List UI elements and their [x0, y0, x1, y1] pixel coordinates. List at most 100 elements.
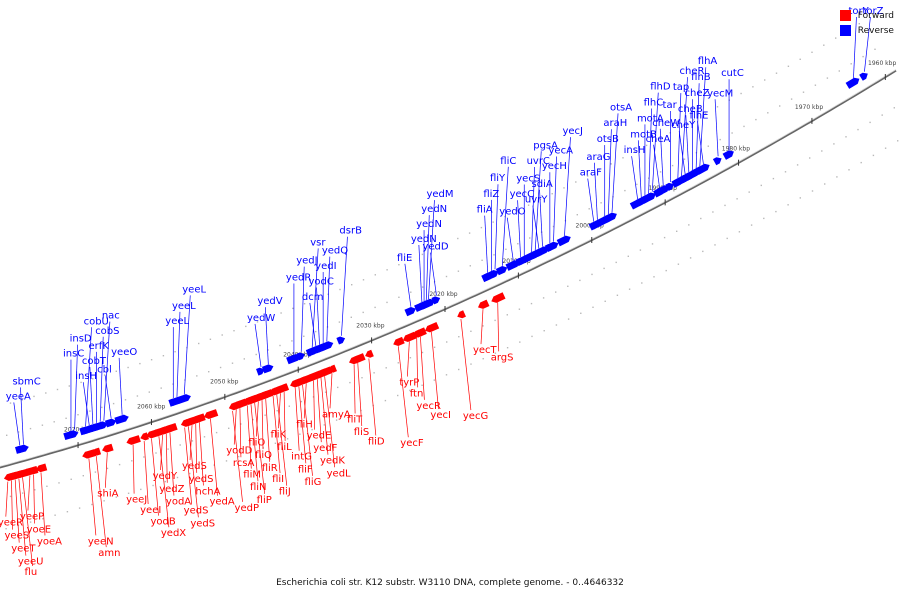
reverse-gene-label[interactable]: yedN: [421, 204, 447, 215]
reverse-gene-label[interactable]: tap: [673, 82, 689, 93]
reverse-gene-label[interactable]: motA: [637, 113, 664, 124]
forward-gene-arrow[interactable]: [364, 349, 374, 360]
reverse-gene-arrow[interactable]: [489, 268, 500, 279]
reverse-gene-label[interactable]: yecJ: [562, 126, 583, 137]
forward-gene-label[interactable]: yedE: [307, 431, 332, 442]
reverse-gene-label[interactable]: insH: [624, 145, 646, 156]
forward-gene-label[interactable]: fliN: [250, 482, 267, 493]
forward-gene-arrow[interactable]: [414, 327, 427, 338]
reverse-gene-label[interactable]: pgsA: [533, 140, 558, 151]
reverse-gene-label[interactable]: yecH: [542, 161, 567, 172]
reverse-gene-arrow[interactable]: [99, 420, 109, 430]
reverse-gene-label[interactable]: yecM: [707, 88, 733, 99]
forward-gene-label[interactable]: yecF: [400, 438, 424, 449]
reverse-gene-label[interactable]: uvrC: [527, 156, 550, 167]
forward-gene-arrow[interactable]: [456, 310, 466, 320]
reverse-gene-label[interactable]: yeeL: [172, 301, 196, 312]
forward-gene-label[interactable]: yecI: [430, 410, 451, 421]
forward-gene-label[interactable]: fliP: [257, 495, 272, 506]
forward-gene-label[interactable]: fliI: [272, 474, 284, 485]
reverse-gene-arrow[interactable]: [17, 444, 29, 454]
reverse-gene-label[interactable]: dsrB: [339, 226, 362, 237]
forward-gene-label[interactable]: fliK: [270, 429, 286, 440]
reverse-gene-arrow[interactable]: [647, 191, 657, 201]
forward-gene-label[interactable]: fliT: [347, 415, 363, 426]
forward-gene-label[interactable]: ftn: [410, 388, 424, 399]
reverse-gene-label[interactable]: yeeL: [165, 316, 189, 327]
forward-gene-label[interactable]: yodD: [226, 446, 252, 457]
reverse-gene-arrow[interactable]: [261, 363, 275, 374]
reverse-gene-label[interactable]: fliA: [477, 205, 493, 216]
reverse-gene-arrow[interactable]: [859, 71, 869, 81]
reverse-gene-label[interactable]: fliZ: [483, 189, 499, 200]
reverse-gene-label[interactable]: cheR: [680, 66, 705, 77]
forward-gene-label[interactable]: yedA: [209, 497, 234, 508]
forward-gene-arrow[interactable]: [490, 292, 506, 304]
forward-gene-label[interactable]: yedY: [153, 471, 178, 482]
forward-gene-arrow[interactable]: [424, 321, 440, 334]
reverse-gene-arrow[interactable]: [547, 240, 560, 252]
reverse-gene-label[interactable]: yedI: [315, 261, 336, 272]
forward-gene-arrow[interactable]: [81, 449, 97, 460]
forward-gene-label[interactable]: intG: [291, 452, 312, 463]
reverse-gene-label[interactable]: araF: [580, 168, 602, 179]
reverse-gene-label[interactable]: fliC: [500, 156, 516, 167]
reverse-gene-label[interactable]: insC: [63, 349, 84, 360]
reverse-gene-arrow[interactable]: [655, 183, 671, 197]
reverse-gene-label[interactable]: yedQ: [322, 246, 348, 257]
reverse-gene-label[interactable]: cbl: [97, 364, 112, 375]
forward-gene-arrow[interactable]: [35, 463, 48, 474]
forward-gene-arrow[interactable]: [401, 331, 418, 344]
reverse-gene-arrow[interactable]: [319, 340, 335, 352]
forward-gene-arrow[interactable]: [350, 353, 366, 365]
reverse-gene-label[interactable]: yedM: [426, 189, 453, 200]
reverse-gene-arrow[interactable]: [495, 264, 509, 276]
forward-gene-label[interactable]: fliL: [277, 442, 292, 453]
forward-gene-label[interactable]: yedL: [327, 468, 351, 479]
reverse-gene-label[interactable]: cheY: [671, 120, 696, 131]
forward-gene-label[interactable]: fliF: [298, 464, 313, 475]
reverse-gene-arrow[interactable]: [114, 413, 129, 425]
forward-gene-arrow[interactable]: [203, 409, 219, 420]
forward-gene-label[interactable]: yodA: [166, 497, 191, 508]
reverse-gene-arrow[interactable]: [505, 259, 521, 271]
reverse-gene-label[interactable]: otsB: [597, 134, 619, 145]
reverse-gene-label[interactable]: flhD: [650, 82, 671, 93]
reverse-gene-arrow[interactable]: [556, 234, 573, 247]
reverse-gene-label[interactable]: yeeA: [6, 391, 31, 402]
forward-gene-label[interactable]: yedS: [189, 474, 214, 485]
forward-gene-label[interactable]: fliQ: [255, 450, 272, 461]
reverse-gene-arrow[interactable]: [712, 155, 723, 166]
forward-gene-arrow[interactable]: [29, 466, 39, 475]
forward-gene-label[interactable]: yodB: [151, 517, 176, 528]
forward-gene-label[interactable]: tyrP: [399, 378, 419, 389]
reverse-gene-arrow[interactable]: [404, 305, 417, 317]
forward-gene-label[interactable]: yeeU: [18, 557, 44, 568]
forward-gene-label[interactable]: yeeR: [0, 518, 23, 529]
forward-gene-label[interactable]: flu: [25, 567, 38, 578]
forward-gene-label[interactable]: fliG: [305, 477, 322, 488]
forward-gene-label[interactable]: fliM: [243, 470, 261, 481]
reverse-gene-label[interactable]: cutC: [721, 68, 744, 79]
reverse-gene-label[interactable]: cheA: [646, 134, 671, 145]
forward-gene-label[interactable]: amyA: [322, 409, 351, 420]
forward-gene-label[interactable]: yeeT: [11, 544, 36, 555]
reverse-gene-arrow[interactable]: [69, 429, 80, 439]
reverse-gene-label[interactable]: yeeL: [182, 284, 206, 295]
reverse-gene-label[interactable]: otsA: [610, 102, 632, 113]
forward-gene-label[interactable]: fliO: [248, 438, 265, 449]
reverse-gene-label[interactable]: cobS: [95, 326, 119, 337]
reverse-gene-arrow[interactable]: [534, 245, 551, 257]
forward-gene-label[interactable]: amn: [98, 548, 120, 559]
reverse-gene-label[interactable]: cobU: [84, 316, 109, 327]
reverse-gene-label[interactable]: torZ: [862, 6, 883, 17]
forward-gene-arrow[interactable]: [477, 299, 490, 311]
reverse-gene-label[interactable]: cheZ: [684, 88, 709, 99]
forward-gene-label[interactable]: yedS: [190, 518, 215, 529]
forward-gene-label[interactable]: hchA: [195, 487, 220, 498]
reverse-gene-label[interactable]: erfK: [89, 341, 110, 352]
reverse-gene-label[interactable]: yedV: [257, 296, 282, 307]
forward-gene-arrow[interactable]: [327, 364, 338, 374]
reverse-gene-arrow[interactable]: [722, 148, 736, 160]
forward-gene-arrow[interactable]: [91, 447, 102, 457]
